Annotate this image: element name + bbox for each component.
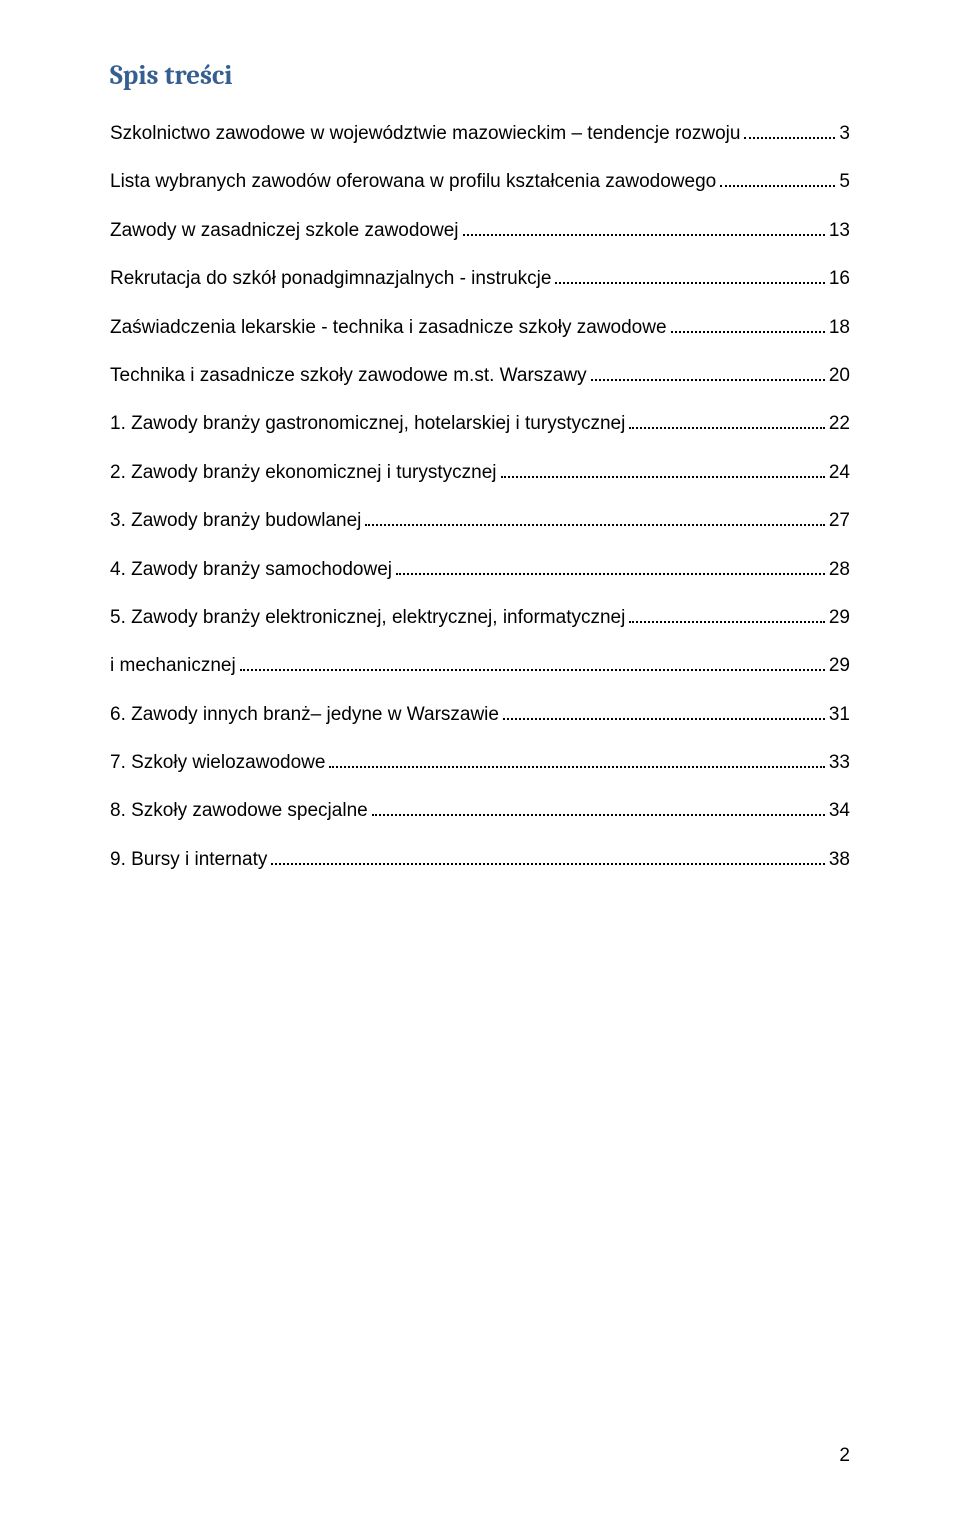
page-container: Spis treści Szkolnictwo zawodowe w wojew…: [0, 0, 960, 1515]
toc-entry-label: Zawody w zasadniczej szkole zawodowej: [110, 216, 459, 246]
toc-entry: 1. Zawody branży gastronomicznej, hotela…: [110, 409, 850, 439]
toc-dot-leader: [329, 749, 824, 768]
toc-entry-page: 33: [829, 748, 850, 778]
toc-dot-leader: [629, 604, 825, 623]
toc-entry: Zawody w zasadniczej szkole zawodowej 13: [110, 216, 850, 246]
toc-entry-page: 22: [829, 409, 850, 439]
toc-entry: 3. Zawody branży budowlanej 27: [110, 506, 850, 536]
toc-dot-leader: [720, 168, 835, 187]
toc-entry-label: Technika i zasadnicze szkoły zawodowe m.…: [110, 361, 587, 391]
toc-entry: Lista wybranych zawodów oferowana w prof…: [110, 167, 850, 197]
toc-entry-label: 7. Szkoły wielozawodowe: [110, 748, 325, 778]
toc-entry-label: 5. Zawody branży elektronicznej, elektry…: [110, 603, 625, 633]
toc-entry: Technika i zasadnicze szkoły zawodowe m.…: [110, 361, 850, 391]
toc-entry-page: 3: [839, 119, 850, 149]
toc-dot-leader: [555, 265, 824, 284]
toc-entry-page: 13: [829, 216, 850, 246]
toc-dot-leader: [396, 555, 825, 574]
toc-dot-leader: [501, 459, 825, 478]
toc-entry-label: Lista wybranych zawodów oferowana w prof…: [110, 167, 716, 197]
toc-list: Szkolnictwo zawodowe w województwie mazo…: [110, 119, 850, 875]
toc-entry-page: 31: [829, 700, 850, 730]
toc-entry: 8. Szkoły zawodowe specjalne 34: [110, 796, 850, 826]
toc-entry: 4. Zawody branży samochodowej 28: [110, 555, 850, 585]
toc-dot-leader: [744, 120, 835, 139]
toc-entry-label: 6. Zawody innych branż– jedyne w Warszaw…: [110, 700, 499, 730]
toc-entry-page: 29: [829, 651, 850, 681]
toc-entry-page: 24: [829, 458, 850, 488]
toc-entry: 9. Bursy i internaty 38: [110, 845, 850, 875]
toc-entry-label: Szkolnictwo zawodowe w województwie mazo…: [110, 119, 740, 149]
toc-entry-page: 20: [829, 361, 850, 391]
toc-entry: Szkolnictwo zawodowe w województwie mazo…: [110, 119, 850, 149]
toc-entry: i mechanicznej 29: [110, 651, 850, 681]
toc-entry-label: 2. Zawody branży ekonomicznej i turystyc…: [110, 458, 497, 488]
toc-entry-page: 27: [829, 506, 850, 536]
toc-entry-label: 8. Szkoły zawodowe specjalne: [110, 796, 368, 826]
toc-dot-leader: [240, 652, 825, 671]
toc-dot-leader: [503, 701, 825, 720]
toc-entry: 2. Zawody branży ekonomicznej i turystyc…: [110, 458, 850, 488]
page-number: 2: [839, 1445, 850, 1467]
toc-dot-leader: [372, 797, 825, 816]
toc-entry: Zaświadczenia lekarskie - technika i zas…: [110, 313, 850, 343]
toc-entry-label: Rekrutacja do szkół ponadgimnazjalnych -…: [110, 264, 551, 294]
toc-entry-label: 3. Zawody branży budowlanej: [110, 506, 361, 536]
toc-entry-page: 38: [829, 845, 850, 875]
toc-entry: Rekrutacja do szkół ponadgimnazjalnych -…: [110, 264, 850, 294]
toc-entry-page: 5: [839, 167, 850, 197]
toc-entry-label: 1. Zawody branży gastronomicznej, hotela…: [110, 409, 625, 439]
toc-dot-leader: [365, 507, 824, 526]
toc-dot-leader: [591, 362, 825, 381]
toc-entry-page: 34: [829, 796, 850, 826]
toc-entry: 7. Szkoły wielozawodowe 33: [110, 748, 850, 778]
toc-dot-leader: [629, 410, 825, 429]
toc-entry-page: 18: [829, 313, 850, 343]
toc-dot-leader: [463, 217, 825, 236]
toc-title: Spis treści: [110, 60, 850, 91]
toc-entry-page: 29: [829, 603, 850, 633]
toc-dot-leader: [671, 313, 825, 332]
toc-entry-label: i mechanicznej: [110, 651, 236, 681]
toc-entry-page: 28: [829, 555, 850, 585]
toc-entry-label: 9. Bursy i internaty: [110, 845, 267, 875]
toc-entry-label: Zaświadczenia lekarskie - technika i zas…: [110, 313, 667, 343]
toc-entry-page: 16: [829, 264, 850, 294]
toc-entry: 5. Zawody branży elektronicznej, elektry…: [110, 603, 850, 633]
toc-dot-leader: [271, 846, 825, 865]
toc-entry-label: 4. Zawody branży samochodowej: [110, 555, 392, 585]
toc-entry: 6. Zawody innych branż– jedyne w Warszaw…: [110, 700, 850, 730]
